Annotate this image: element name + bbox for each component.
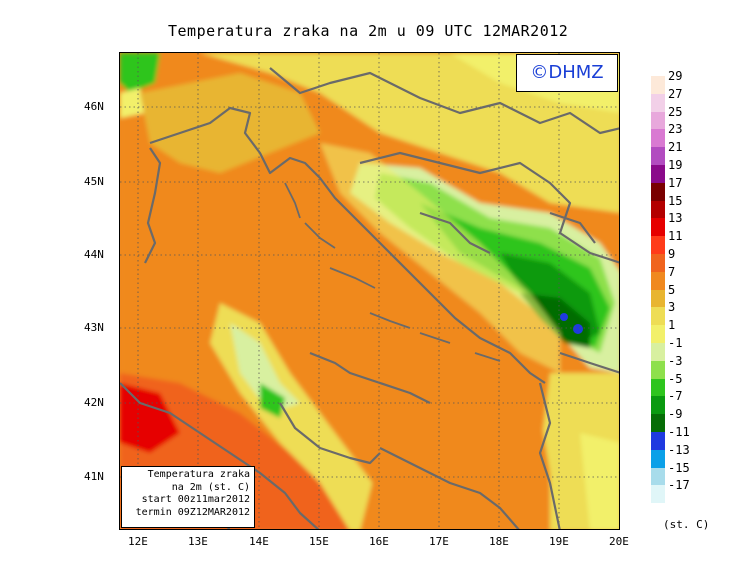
legend-swatch (651, 431, 665, 450)
legend-swatch (651, 111, 665, 130)
legend-swatch (651, 236, 665, 254)
legend-label: -5 (668, 371, 683, 386)
lon-label-17e: 17E (429, 535, 449, 548)
legend-label: -9 (668, 407, 683, 422)
info-box: Temperatura zraka na 2m (st. C) start 00… (121, 466, 255, 528)
legend-label: 7 (668, 264, 676, 279)
legend-label: 23 (668, 122, 683, 137)
lat-label-43n: 43N (84, 321, 104, 334)
legend-swatch (651, 182, 665, 201)
legend-label: 11 (668, 229, 683, 244)
lon-label-14e: 14E (249, 535, 269, 548)
legend-label: 25 (668, 104, 683, 119)
legend-label: -17 (668, 478, 690, 493)
legend-swatch (651, 396, 665, 415)
lon-label-16e: 16E (369, 535, 389, 548)
legend-label: -3 (668, 353, 683, 368)
legend-swatch (651, 467, 665, 486)
legend-label: -11 (668, 425, 690, 439)
legend-label: 17 (668, 175, 683, 190)
legend-label: 19 (668, 158, 683, 172)
legend-swatch (651, 76, 665, 94)
legend-label: 3 (668, 300, 676, 315)
lon-label-12e: 12E (128, 535, 148, 548)
legend-label: 9 (668, 247, 676, 261)
temperature-field (120, 53, 619, 529)
legend-swatch (651, 200, 665, 219)
dhmz-copyright-label: ©DHMZ (516, 54, 618, 92)
legend-swatch (651, 342, 665, 361)
legend-label: -7 (668, 389, 683, 404)
lon-label-15e: 15E (309, 535, 329, 548)
color-legend (651, 76, 673, 504)
legend-label: 13 (668, 211, 683, 226)
legend-label: 5 (668, 282, 676, 297)
legend-label: -15 (668, 460, 690, 475)
legend-swatch (651, 271, 665, 290)
lat-label-45n: 45N (84, 175, 104, 188)
legend-swatch (651, 378, 665, 397)
lon-label-18e: 18E (489, 535, 509, 548)
info-line-4: termin 09Z12MAR2012 (135, 506, 250, 518)
legend-swatch (651, 449, 665, 468)
legend-label: 1 (668, 318, 676, 333)
legend-label: 15 (668, 193, 683, 208)
lon-label-19e: 19E (549, 535, 569, 548)
legend-swatch (651, 218, 665, 237)
lat-label-44n: 44N (84, 248, 104, 261)
legend-label: 29 (668, 69, 683, 83)
legend-swatch (651, 164, 665, 183)
lon-label-13e: 13E (188, 535, 208, 548)
legend-swatch (651, 485, 665, 504)
legend-swatch (651, 289, 665, 308)
legend-swatch (651, 414, 665, 432)
legend-label: -13 (668, 442, 690, 457)
lat-label-42n: 42N (84, 396, 104, 409)
legend-label: 27 (668, 86, 683, 101)
info-line-2: na 2m (st. C) (171, 481, 250, 493)
info-line-3: start 00z11mar2012 (141, 494, 250, 505)
legend-swatch (651, 307, 665, 326)
legend-swatch (651, 253, 665, 272)
legend-swatch (651, 325, 665, 343)
legend-swatch (651, 360, 665, 379)
map-title: Temperatura zraka na 2m u 09 UTC 12MAR20… (168, 22, 569, 40)
lat-label-41n: 41N (84, 470, 104, 483)
legend-swatch (651, 93, 665, 112)
legend-label: -1 (668, 336, 683, 350)
lat-label-46n: 46N (84, 100, 104, 113)
lon-label-20e: 20E (609, 535, 629, 548)
info-line-1: Temperatura zraka (147, 469, 250, 480)
legend-swatch (651, 147, 665, 165)
legend-units: (st. C) (663, 518, 710, 531)
temperature-map (119, 52, 620, 530)
legend-label: 21 (668, 140, 683, 155)
legend-swatch (651, 129, 665, 148)
